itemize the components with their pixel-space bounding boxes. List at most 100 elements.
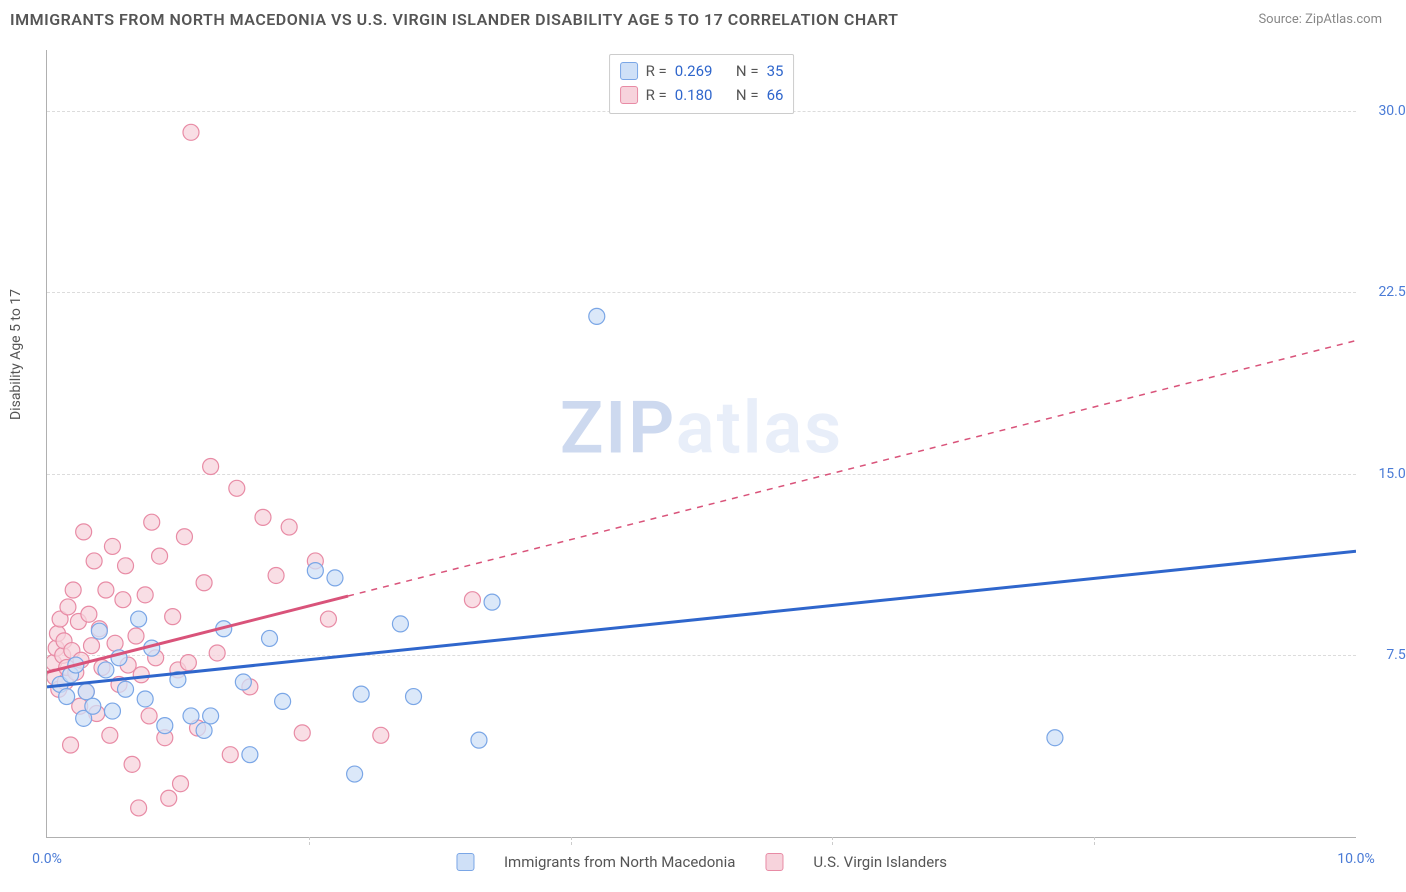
- data-point-blue: [275, 693, 291, 709]
- legend-series-label: Immigrants from North Macedonia: [504, 853, 735, 871]
- data-point-pink: [144, 514, 160, 530]
- data-point-pink: [115, 592, 131, 608]
- data-point-blue: [353, 686, 369, 702]
- legend-stats-row: R = 0.269 N = 35: [620, 59, 784, 83]
- legend-r-label: R =: [646, 83, 667, 107]
- source-link[interactable]: ZipAtlas.com: [1305, 12, 1382, 27]
- data-point-pink: [180, 655, 196, 671]
- legend-n-label: N =: [736, 59, 759, 83]
- legend-swatch-blue: [620, 62, 638, 80]
- data-point-pink: [268, 567, 284, 583]
- data-point-pink: [137, 587, 153, 603]
- legend-series-label: U.S. Virgin Islanders: [813, 853, 947, 871]
- legend-r-value: 0.180: [675, 83, 713, 107]
- data-point-pink: [165, 609, 181, 625]
- data-point-pink: [86, 553, 102, 569]
- data-point-blue: [484, 594, 500, 610]
- data-point-blue: [589, 308, 605, 324]
- scatter-svg: [47, 50, 1356, 837]
- data-point-pink: [131, 800, 147, 816]
- data-point-pink: [294, 725, 310, 741]
- legend-n-value: 35: [767, 59, 784, 83]
- data-point-blue: [471, 732, 487, 748]
- data-point-pink: [65, 582, 81, 598]
- trend-line-blue: [47, 551, 1356, 687]
- data-point-pink: [107, 635, 123, 651]
- data-point-blue: [235, 674, 251, 690]
- data-point-blue: [137, 691, 153, 707]
- data-point-pink: [128, 628, 144, 644]
- data-point-pink: [229, 480, 245, 496]
- legend-swatch-pink: [765, 853, 783, 871]
- data-point-pink: [84, 638, 100, 654]
- data-point-blue: [347, 766, 363, 782]
- data-point-blue: [196, 722, 212, 738]
- data-point-blue: [59, 689, 75, 705]
- data-point-pink: [464, 592, 480, 608]
- data-point-pink: [133, 667, 149, 683]
- x-tick-label: 0.0%: [32, 851, 62, 867]
- data-point-pink: [196, 575, 212, 591]
- source-attribution: Source: ZipAtlas.com: [1258, 12, 1382, 27]
- data-point-blue: [242, 747, 258, 763]
- data-point-pink: [104, 538, 120, 554]
- data-point-pink: [102, 727, 118, 743]
- y-tick-label: 7.5%: [1360, 647, 1406, 663]
- data-point-blue: [157, 718, 173, 734]
- legend-series: Immigrants from North Macedonia U.S. Vir…: [456, 853, 947, 871]
- data-point-pink: [209, 645, 225, 661]
- data-point-pink: [81, 606, 97, 622]
- legend-r-label: R =: [646, 59, 667, 83]
- data-point-blue: [85, 698, 101, 714]
- y-tick-label: 15.0%: [1360, 466, 1406, 482]
- data-point-blue: [131, 611, 147, 627]
- x-tick: [309, 837, 310, 845]
- legend-swatch-blue: [456, 853, 474, 871]
- legend-stats-row: R = 0.180 N = 66: [620, 83, 784, 107]
- legend-stats: R = 0.269 N = 35 R = 0.180 N = 66: [609, 54, 795, 114]
- legend-n-label: N =: [736, 83, 759, 107]
- data-point-pink: [76, 524, 92, 540]
- y-axis-label: Disability Age 5 to 17: [8, 289, 24, 420]
- legend-n-value: 66: [767, 83, 784, 107]
- data-point-pink: [63, 737, 79, 753]
- source-label: Source:: [1258, 12, 1301, 27]
- data-point-pink: [152, 548, 168, 564]
- data-point-pink: [373, 727, 389, 743]
- y-tick-label: 22.5%: [1360, 284, 1406, 300]
- data-point-pink: [118, 558, 134, 574]
- data-point-pink: [320, 611, 336, 627]
- data-point-pink: [173, 776, 189, 792]
- x-tick: [1094, 837, 1095, 845]
- data-point-pink: [161, 790, 177, 806]
- data-point-blue: [203, 708, 219, 724]
- data-point-blue: [78, 684, 94, 700]
- data-point-blue: [183, 708, 199, 724]
- plot-area: ZIPatlas R = 0.269 N = 35 R = 0.180 N = …: [46, 50, 1356, 838]
- data-point-pink: [98, 582, 114, 598]
- data-point-pink: [176, 529, 192, 545]
- data-point-pink: [203, 459, 219, 475]
- data-point-pink: [255, 509, 271, 525]
- legend-swatch-pink: [620, 86, 638, 104]
- data-point-pink: [222, 747, 238, 763]
- data-point-blue: [327, 570, 343, 586]
- data-point-blue: [98, 662, 114, 678]
- trend-line-pink-dashed: [348, 341, 1356, 596]
- x-tick: [571, 837, 572, 845]
- x-tick-label: 10.0%: [1337, 851, 1375, 867]
- data-point-blue: [118, 681, 134, 697]
- data-point-blue: [406, 689, 422, 705]
- data-point-pink: [183, 124, 199, 140]
- x-tick: [832, 837, 833, 845]
- chart-title: IMMIGRANTS FROM NORTH MACEDONIA VS U.S. …: [10, 10, 898, 29]
- data-point-pink: [141, 708, 157, 724]
- data-point-pink: [60, 599, 76, 615]
- data-point-blue: [307, 563, 323, 579]
- data-point-blue: [1047, 730, 1063, 746]
- data-point-blue: [262, 630, 278, 646]
- y-tick-label: 30.0%: [1360, 103, 1406, 119]
- data-point-pink: [281, 519, 297, 535]
- legend-r-value: 0.269: [675, 59, 713, 83]
- data-point-blue: [91, 623, 107, 639]
